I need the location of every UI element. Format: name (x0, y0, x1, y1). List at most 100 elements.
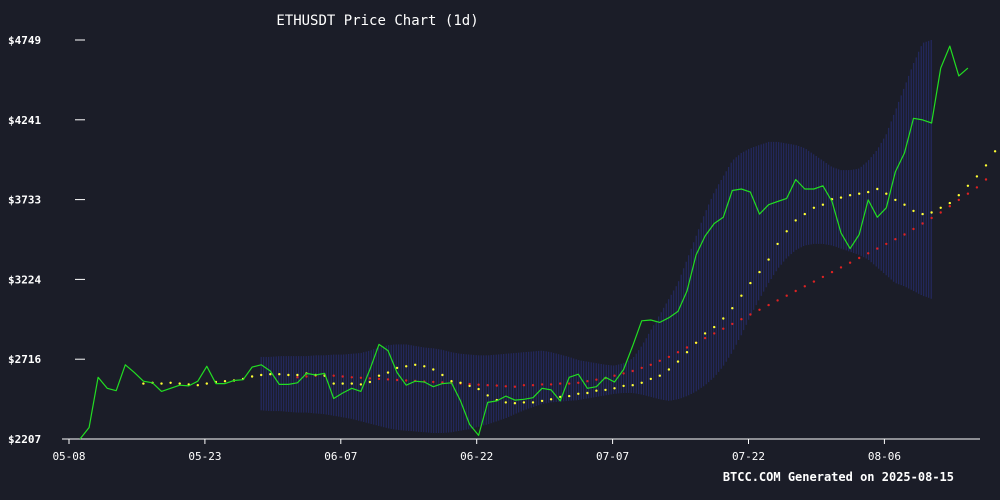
ma-short-point (731, 307, 734, 310)
ma-long-point (703, 336, 707, 340)
ma-short-point (767, 258, 770, 261)
ma-long-point (984, 178, 988, 181)
ma-long-point (486, 384, 489, 387)
ma-short-point (169, 381, 172, 384)
ma-long-point (803, 285, 806, 288)
bollinger-band (260, 40, 932, 433)
y-tick-label: $2716 (8, 353, 41, 366)
ma-short-point (658, 374, 661, 377)
ma-short-point (885, 192, 888, 195)
chart-title: ETHUSDT Price Chart (1d) (276, 13, 479, 29)
x-tick-label: 06-22 (460, 450, 493, 463)
ma-long-point (613, 374, 616, 377)
ma-short-point (876, 187, 879, 191)
ma-long-point (368, 377, 372, 380)
ma-short-point (549, 398, 553, 401)
ma-short-point (577, 392, 580, 395)
ma-short-point (794, 219, 797, 222)
ma-short-point (160, 382, 163, 385)
ma-long-point (649, 363, 652, 366)
ma-long-point (577, 381, 580, 384)
ma-short-point (586, 391, 589, 395)
ma-long-point (749, 313, 752, 316)
ma-long-point (377, 377, 381, 381)
ma-long-point (876, 247, 879, 250)
ma-short-point (450, 380, 453, 383)
ma-short-point (667, 368, 671, 371)
ma-short-point (223, 380, 227, 383)
ma-long-point (540, 383, 544, 386)
y-tick-label: $3224 (8, 273, 41, 286)
ma-short-point (803, 212, 806, 216)
ma-long-point (830, 270, 834, 274)
y-tick-label: $4241 (8, 114, 41, 127)
ma-long-point (966, 192, 970, 195)
price-series (79, 45, 969, 440)
ma-long-point (305, 375, 308, 378)
ma-long-point (794, 289, 797, 293)
ma-long-point (405, 379, 408, 382)
ma-short-point (894, 198, 897, 202)
ma-long-point (957, 198, 960, 202)
ma-short-point (812, 206, 816, 209)
ma-long-point (631, 369, 634, 373)
ma-short-point (504, 401, 507, 404)
ma-long-point (858, 256, 861, 260)
ma-short-point (595, 389, 598, 392)
ma-short-point (386, 371, 390, 374)
ma-short-point (341, 382, 344, 385)
ma-short-point (405, 365, 408, 368)
ma-long-point (731, 322, 734, 326)
ma-long-point (504, 385, 507, 388)
ma-long-point (595, 378, 598, 381)
ma-short-point (350, 382, 353, 385)
ma-short-point (776, 242, 779, 246)
ma-short-point (749, 281, 752, 285)
ma-long-point (513, 385, 517, 388)
ma-long-point (894, 238, 897, 241)
price-line (79, 45, 969, 440)
ma-long-point (359, 376, 363, 379)
ma-long-point (296, 376, 299, 379)
y-tick-label: $3733 (8, 194, 41, 207)
ma-short-point (359, 383, 363, 386)
x-tick-label: 06-07 (324, 450, 357, 463)
ma-short-point (848, 194, 852, 197)
ma-long-point (549, 383, 553, 386)
y-tick-label: $2207 (8, 433, 41, 446)
ma-long-point (676, 351, 680, 354)
ma-long-point (975, 186, 979, 189)
ma-short-point (441, 373, 444, 377)
ma-long-point (586, 380, 589, 383)
ma-long-point (622, 372, 625, 375)
ma-short-point (948, 201, 951, 205)
ma-long-point (713, 332, 716, 335)
ma-short-point (993, 150, 997, 153)
ma-long-point (341, 375, 344, 378)
ma-long-point (395, 378, 399, 382)
ma-long-point (468, 382, 471, 386)
ma-long-point (667, 355, 671, 359)
ma-short-point (912, 209, 915, 213)
ma-short-point (432, 368, 435, 371)
ma-short-point (676, 360, 680, 363)
ma-long-point (685, 346, 689, 349)
ma-long-point (912, 227, 915, 231)
ma-short-point (740, 294, 743, 297)
chart-footer: BTCC.COM Generated on 2025-08-15 (722, 470, 954, 484)
ma-short-series (142, 150, 997, 405)
ma-long-point (921, 222, 924, 225)
ma-short-point (903, 203, 906, 206)
ma-long-point (767, 303, 770, 307)
ma-short-point (649, 377, 652, 381)
ma-short-point (395, 366, 399, 370)
ma-short-point (966, 184, 970, 187)
ma-short-point (486, 394, 489, 397)
ma-long-point (939, 211, 942, 214)
ma-short-point (196, 384, 199, 387)
ma-long-point (812, 280, 816, 283)
ma-long-point (495, 384, 498, 387)
ma-long-point (386, 378, 390, 381)
ma-short-point (984, 164, 988, 167)
ma-short-point (368, 380, 372, 384)
